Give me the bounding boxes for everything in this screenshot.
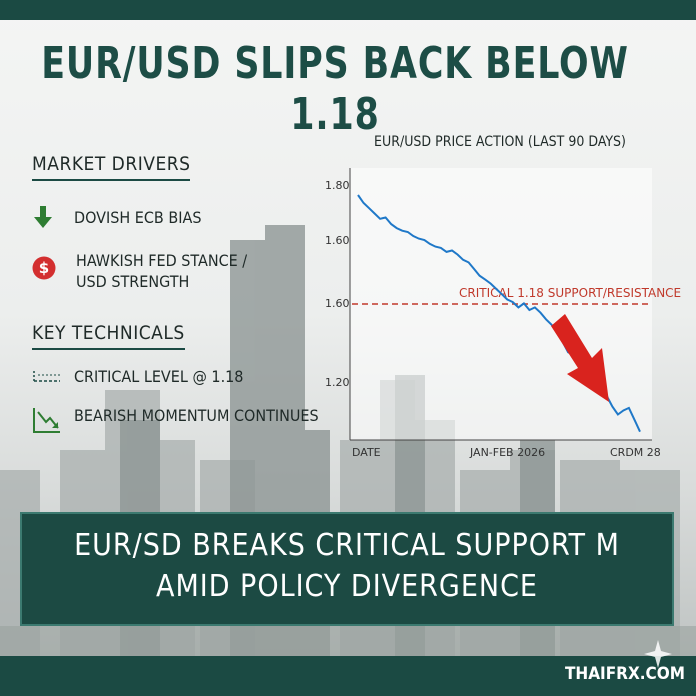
y-tick-label: 1.80	[325, 179, 350, 192]
banner-line-2: AMID POLICY DIVERGENCE	[156, 569, 538, 604]
sparkle-icon	[644, 640, 672, 668]
driver-fed-label: HAWKISH FED STANCE /	[76, 251, 248, 270]
driver-usd-label: USD STRENGTH	[76, 272, 190, 291]
x-tick-label: DATE	[352, 446, 381, 459]
bottom-accent-bar	[0, 656, 696, 696]
x-tick-label: JAN-FEB 2026	[469, 446, 545, 459]
svg-text:$: $	[39, 259, 49, 277]
banner-line-1: EUR/SD BREAKS CRITICAL SUPPORT M	[74, 528, 620, 563]
technical-momentum-label: BEARISH MOMENTUM CONTINUES	[74, 406, 319, 425]
key-technicals-heading: KEY TECHNICALS	[32, 322, 185, 350]
y-tick-label: 1.20	[325, 376, 350, 389]
technical-level-label: CRITICAL LEVEL @ 1.18	[74, 367, 244, 386]
arrow-down-icon	[34, 206, 52, 228]
driver-ecb-label: DOVISH ECB BIAS	[74, 208, 202, 227]
bearish-arrow-icon	[551, 314, 609, 402]
market-drivers-heading: MARKET DRIVERS	[32, 153, 191, 181]
trend-down-icon	[33, 408, 60, 433]
y-tick-label: 1.60	[325, 234, 350, 247]
dollar-icon: $	[32, 256, 56, 280]
brand-label: THAIFRX.COM	[564, 664, 686, 684]
y-tick-label: 1.60	[325, 297, 350, 310]
chart-title: EUR/USD PRICE ACTION (LAST 90 DAYS)	[374, 134, 626, 150]
x-tick-label: CRDM 28	[610, 446, 661, 459]
dashed-level-icon	[33, 371, 60, 382]
page-title: EUR/USD SLIPS BACK BELOW 1.18	[41, 38, 629, 140]
critical-level-annotation: CRITICAL 1.18 SUPPORT/RESISTANCE	[459, 286, 681, 300]
headline-banner: EUR/SD BREAKS CRITICAL SUPPORT M AMID PO…	[20, 512, 674, 626]
top-accent-bar	[0, 0, 696, 20]
